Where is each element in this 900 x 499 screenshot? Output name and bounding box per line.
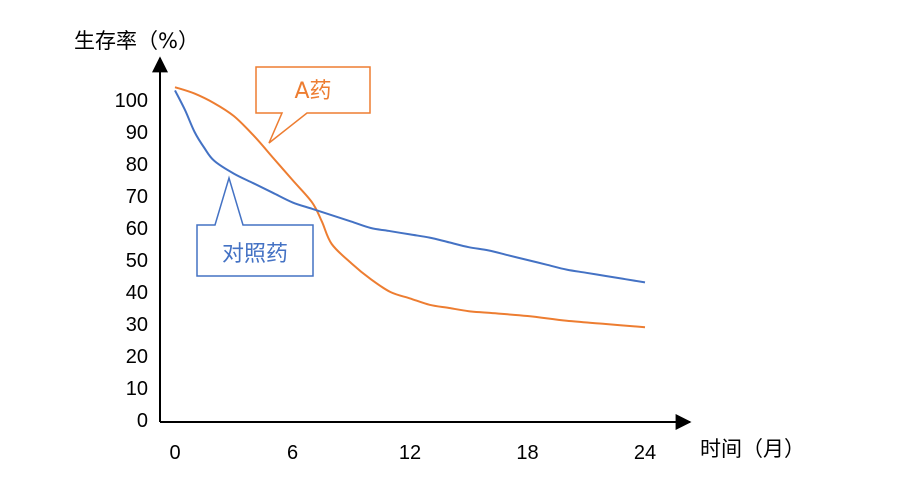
x-tick-label: 0: [169, 442, 180, 464]
y-tick-label: 0: [137, 410, 148, 432]
x-axis-title: 时间（月）: [700, 437, 805, 461]
x-tick-labels: 0 6 12 18 24: [169, 442, 656, 464]
y-tick-label: 60: [126, 218, 148, 240]
callout-a-drug: A药: [255, 66, 371, 144]
y-tick-label: 50: [126, 250, 148, 272]
x-tick-label: 12: [399, 442, 421, 464]
callout-control-drug-box: [196, 175, 314, 277]
series-line-a-drug: [174, 86, 646, 329]
y-tick-label: 70: [126, 186, 148, 208]
x-tick-label: 6: [287, 442, 298, 464]
y-tick-label: 20: [126, 346, 148, 368]
y-tick-label: 100: [115, 90, 148, 112]
series-line-control-drug: [174, 89, 646, 284]
y-tick-label: 80: [126, 154, 148, 176]
series-lines: [174, 86, 646, 329]
y-axis-title: 生存率（%）: [74, 29, 199, 53]
callout-control-drug: 对照药: [196, 175, 314, 277]
y-tick-label: 40: [126, 282, 148, 304]
y-tick-labels: 0 10 20 30 40 50 60 70 80 90 100: [115, 90, 148, 432]
x-tick-label: 18: [516, 442, 538, 464]
y-tick-label: 10: [126, 378, 148, 400]
y-tick-label: 30: [126, 314, 148, 336]
callout-a-drug-label: A药: [294, 79, 331, 104]
callout-control-drug-label: 对照药: [222, 242, 288, 267]
callout-a-drug-box: [255, 66, 371, 144]
y-tick-label: 90: [126, 122, 148, 144]
x-tick-label: 24: [634, 442, 656, 464]
